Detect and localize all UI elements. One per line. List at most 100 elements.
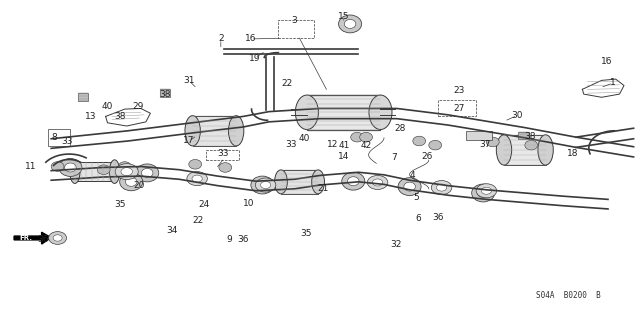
Text: 40: 40 [298,134,310,143]
Text: 35: 35 [300,229,312,238]
Ellipse shape [121,167,132,175]
Text: 24: 24 [198,200,209,209]
Ellipse shape [118,162,131,171]
Ellipse shape [65,163,76,172]
Ellipse shape [70,160,80,183]
Text: 33: 33 [217,149,228,158]
Text: 3: 3 [292,16,297,25]
Ellipse shape [109,160,120,183]
Bar [281,170,318,194]
Text: 1: 1 [611,78,616,87]
Bar [438,100,476,116]
Ellipse shape [185,116,200,146]
Text: 33: 33 [61,137,73,146]
Text: 16: 16 [245,34,257,43]
Text: 9: 9 [227,235,232,244]
Ellipse shape [97,165,110,174]
Ellipse shape [398,178,421,196]
Ellipse shape [125,177,137,186]
Text: 27: 27 [454,104,465,113]
Ellipse shape [115,164,138,180]
Ellipse shape [275,170,287,194]
Ellipse shape [476,184,497,198]
Bar [160,89,170,97]
Text: 4: 4 [410,171,415,180]
Ellipse shape [136,164,159,182]
Bar [78,93,88,101]
Text: 22: 22 [193,216,204,225]
Text: 28: 28 [394,124,406,133]
Text: 20: 20 [134,181,145,190]
Ellipse shape [431,181,452,195]
Ellipse shape [49,232,67,244]
Text: 15: 15 [338,12,349,21]
Ellipse shape [342,172,365,190]
Text: 16: 16 [601,57,612,66]
Text: 30: 30 [511,111,523,120]
Bar [518,132,529,139]
Ellipse shape [436,184,447,191]
Text: 38: 38 [115,112,126,121]
Ellipse shape [296,95,319,130]
Text: 7: 7 [391,153,396,162]
Ellipse shape [51,162,64,171]
Ellipse shape [351,132,364,142]
Ellipse shape [255,178,276,192]
Ellipse shape [344,19,356,28]
Ellipse shape [219,163,232,172]
Text: FR.: FR. [19,235,32,241]
Ellipse shape [525,140,538,150]
Bar [307,95,380,130]
Text: 12: 12 [327,140,339,149]
Text: 33: 33 [285,140,297,149]
Text: 22: 22 [281,79,292,88]
Text: 10: 10 [243,199,254,208]
Ellipse shape [141,168,153,177]
Bar [466,131,492,140]
Bar [75,162,115,181]
Ellipse shape [360,132,372,142]
Ellipse shape [192,175,202,182]
Ellipse shape [348,177,359,186]
Ellipse shape [486,137,499,147]
Text: 18: 18 [567,149,579,158]
Ellipse shape [372,179,383,186]
Text: 23: 23 [454,86,465,95]
Text: S04A  B0200  B: S04A B0200 B [536,291,601,300]
Text: 38: 38 [159,90,171,99]
Text: 35: 35 [115,200,126,209]
Text: 17: 17 [183,137,195,145]
Bar [48,129,70,146]
Text: 5: 5 [413,193,419,202]
Text: 29: 29 [132,102,143,111]
Text: 19: 19 [249,54,260,63]
Text: 11: 11 [25,162,36,171]
Ellipse shape [472,184,495,202]
Bar [206,150,239,160]
Text: 42: 42 [360,141,372,150]
Ellipse shape [367,175,388,189]
Text: 8: 8 [52,133,57,142]
Text: 13: 13 [85,112,97,121]
Ellipse shape [413,136,426,146]
Ellipse shape [339,15,362,33]
Ellipse shape [187,172,207,186]
Text: 31: 31 [183,76,195,85]
Ellipse shape [538,135,553,165]
Text: 37: 37 [479,140,491,149]
Text: 40: 40 [102,102,113,111]
Text: 38: 38 [524,132,536,141]
Text: 2: 2 [218,34,223,43]
Text: 21: 21 [317,184,329,193]
Text: 26: 26 [422,152,433,161]
Bar [504,135,545,165]
Text: 36: 36 [38,235,49,244]
Text: 32: 32 [390,240,401,249]
Ellipse shape [481,187,492,194]
Ellipse shape [251,176,274,194]
Ellipse shape [59,159,82,176]
Text: 14: 14 [338,152,349,161]
Polygon shape [14,232,51,244]
Text: 36: 36 [433,213,444,222]
Ellipse shape [257,181,268,189]
